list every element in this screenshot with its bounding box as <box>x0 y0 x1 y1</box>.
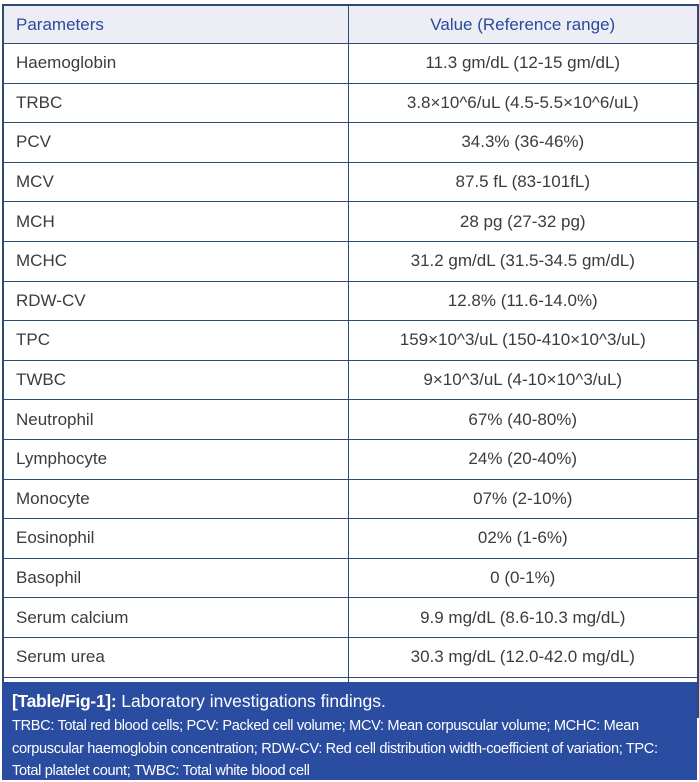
parameter-cell: Haemoglobin <box>2 43 349 84</box>
parameter-cell: Lymphocyte <box>2 438 349 480</box>
table-row: MCHC 31.2 gm/dL (31.5-34.5 gm/dL) <box>2 240 699 282</box>
table-row: Haemoglobin 11.3 gm/dL (12-15 gm/dL) <box>2 43 699 84</box>
parameter-cell: Eosinophil <box>2 518 349 559</box>
parameter-cell: MCH <box>2 201 349 242</box>
table-row: RDW-CV 12.8% (11.6-14.0%) <box>2 280 699 322</box>
parameter-cell: RDW-CV <box>2 280 349 322</box>
parameter-cell: TWBC <box>2 359 349 401</box>
figure-caption: [Table/Fig-1]: Laboratory investigations… <box>12 688 687 714</box>
value-cell: 9×10^3/uL (4-10×10^3/uL) <box>347 359 699 401</box>
value-cell: 0 (0-1%) <box>347 557 699 599</box>
table-row: PCV 34.3% (36-46%) <box>2 122 699 163</box>
table-header-row: Parameters Value (Reference range) <box>2 4 699 44</box>
value-cell: 3.8×10^6/uL (4.5-5.5×10^6/uL) <box>347 82 699 124</box>
parameter-cell: MCV <box>2 161 349 203</box>
table-row: Neutrophil 67% (40-80%) <box>2 399 699 440</box>
value-cell: 28 pg (27-32 pg) <box>347 201 699 242</box>
table-row: MCV 87.5 fL (83-101fL) <box>2 161 699 203</box>
table-row: Basophil 0 (0-1%) <box>2 557 699 599</box>
parameter-cell: Monocyte <box>2 478 349 520</box>
value-cell: 34.3% (36-46%) <box>347 122 699 163</box>
column-header-parameters: Parameters <box>2 4 349 44</box>
table-row: Lymphocyte 24% (20-40%) <box>2 438 699 480</box>
figure-caption-band: [Table/Fig-1]: Laboratory investigations… <box>2 682 697 780</box>
value-cell: 11.3 gm/dL (12-15 gm/dL) <box>347 43 699 84</box>
value-cell: 30.3 mg/dL (12.0-42.0 mg/dL) <box>347 636 699 678</box>
value-cell: 12.8% (11.6-14.0%) <box>347 280 699 322</box>
table-row: MCH 28 pg (27-32 pg) <box>2 201 699 242</box>
lab-results-table: Parameters Value (Reference range) Haemo… <box>2 4 699 719</box>
abbreviations-footnote: TRBC: Total red blood cells; PCV: Packed… <box>12 718 658 779</box>
value-cell: 67% (40-80%) <box>347 399 699 440</box>
value-cell: 9.9 mg/dL (8.6-10.3 mg/dL) <box>347 597 699 638</box>
table-row: Monocyte 07% (2-10%) <box>2 478 699 520</box>
table-row: TRBC 3.8×10^6/uL (4.5-5.5×10^6/uL) <box>2 82 699 124</box>
parameter-cell: Serum urea <box>2 636 349 678</box>
value-cell: 24% (20-40%) <box>347 438 699 480</box>
parameter-cell: TRBC <box>2 82 349 124</box>
figure-caption-text: Laboratory investigations findings. <box>121 691 386 711</box>
table-row: Eosinophil 02% (1-6%) <box>2 518 699 559</box>
parameter-cell: Neutrophil <box>2 399 349 440</box>
table-row: TPC 159×10^3/uL (150-410×10^3/uL) <box>2 320 699 361</box>
value-cell: 87.5 fL (83-101fL) <box>347 161 699 203</box>
value-cell: 159×10^3/uL (150-410×10^3/uL) <box>347 320 699 361</box>
column-header-value: Value (Reference range) <box>347 4 699 44</box>
table-row: Serum calcium 9.9 mg/dL (8.6-10.3 mg/dL) <box>2 597 699 638</box>
value-cell: 02% (1-6%) <box>347 518 699 559</box>
figure-caption-label: [Table/Fig-1]: <box>12 691 117 711</box>
table-row: TWBC 9×10^3/uL (4-10×10^3/uL) <box>2 359 699 401</box>
value-cell: 07% (2-10%) <box>347 478 699 520</box>
parameter-cell: TPC <box>2 320 349 361</box>
table-row: Serum urea 30.3 mg/dL (12.0-42.0 mg/dL) <box>2 636 699 678</box>
parameter-cell: Basophil <box>2 557 349 599</box>
parameter-cell: PCV <box>2 122 349 163</box>
parameter-cell: MCHC <box>2 240 349 282</box>
parameter-cell: Serum calcium <box>2 597 349 638</box>
value-cell: 31.2 gm/dL (31.5-34.5 gm/dL) <box>347 240 699 282</box>
